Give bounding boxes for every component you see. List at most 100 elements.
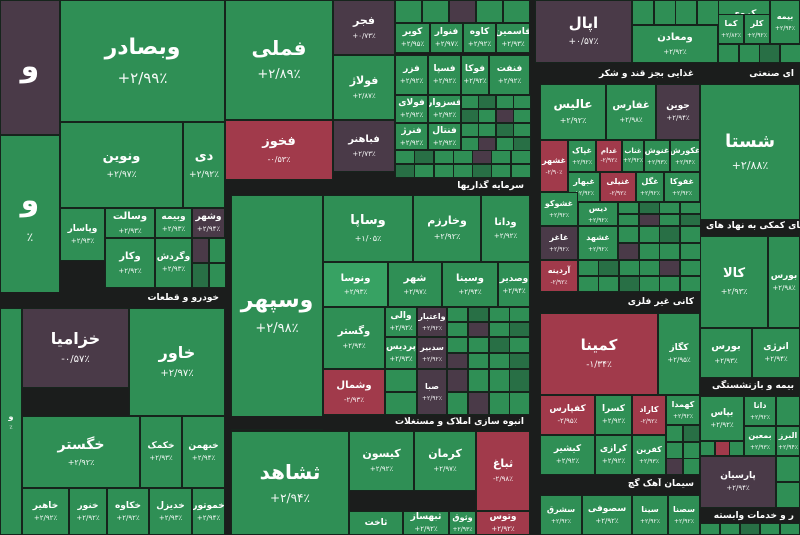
minor-stock-tile[interactable] [513,109,531,123]
stock-tile-gnab[interactable]: غناب +۲/۹۲٪ [622,140,644,172]
stock-tile-khzamia2[interactable]: خدیزل +۲/۹۳٪ [149,488,192,535]
stock-tile-vkharazm[interactable]: وخارزم +۲/۹۲٪ [413,195,481,262]
minor-stock-tile[interactable] [639,243,660,260]
minor-stock-tile[interactable] [395,0,422,23]
stock-tile-kala[interactable]: کالا +۲/۹۳٪ [700,236,768,328]
stock-tile-vpasar[interactable]: وپاسار +۲/۹۳٪ [60,208,105,261]
minor-stock-tile[interactable] [659,276,680,292]
stock-tile-ghshahd[interactable]: غشهد +۲/۹۲٪ [578,226,618,260]
stock-tile-fnoor[interactable]: فنفت +۲/۹۲٪ [489,55,530,95]
stock-tile-khavar[interactable]: خاور +۲/۹۷٪ [129,308,225,416]
minor-stock-tile[interactable] [683,458,700,475]
stock-tile-fzar[interactable]: فزر +۲/۹۲٪ [395,55,428,95]
stock-tile-ghshahr[interactable]: غشهر -۲/۹۰٪ [540,140,568,192]
stock-tile-dsr[interactable]: دیس +۲/۹۲٪ [578,202,618,226]
minor-stock-tile[interactable] [680,243,701,260]
minor-stock-tile[interactable] [740,523,760,535]
stock-tile-arzesh[interactable]: انرژی +۲/۹۴٪ [752,328,800,378]
minor-stock-tile[interactable] [468,392,489,415]
stock-tile-kahmada[interactable]: کهمدا +۲/۹۲٪ [666,395,700,425]
minor-stock-tile[interactable] [447,392,468,415]
minor-stock-tile[interactable] [209,238,226,263]
minor-stock-tile[interactable] [666,458,683,475]
minor-stock-tile[interactable] [659,214,680,226]
minor-stock-tile[interactable] [659,243,680,260]
stock-tile-ghfares[interactable]: غفارس +۲/۹۸٪ [606,84,656,140]
stock-tile-kehazi[interactable]: کفرین +۲/۹۳٪ [632,435,666,475]
minor-stock-tile[interactable] [468,337,489,353]
minor-stock-tile[interactable] [697,0,719,25]
minor-stock-tile[interactable] [449,0,476,23]
minor-stock-tile[interactable] [422,0,449,23]
stock-tile-edge_left[interactable]: و ٪ [0,308,22,535]
minor-stock-tile[interactable] [639,226,660,243]
minor-stock-tile[interactable] [478,109,496,123]
minor-stock-tile[interactable] [461,123,479,137]
stock-tile-vsadid[interactable]: وصدیر +۲/۹۴٪ [498,262,530,307]
stock-tile-fkhaz[interactable]: فسزوار +۲/۹۲٪ [428,95,461,123]
minor-stock-tile[interactable] [715,441,730,456]
minor-stock-tile[interactable] [395,164,415,178]
stock-tile-mvista[interactable]: وثوق +۲/۹۳٪ [449,511,476,535]
stock-tile-kegaz[interactable]: کگاز +۲/۹۵٪ [658,313,700,395]
stock-tile-fsepa[interactable]: فسپا +۲/۹۲٪ [428,55,461,95]
minor-stock-tile[interactable] [680,226,701,243]
minor-stock-tile[interactable] [639,202,660,214]
minor-stock-tile[interactable] [632,0,654,25]
minor-stock-tile[interactable] [461,95,479,109]
minor-stock-tile[interactable] [639,276,660,292]
stock-tile-vgardesh[interactable]: وگردش +۲/۹۳٪ [155,238,192,288]
minor-stock-tile[interactable] [700,441,715,456]
stock-tile-khmohore[interactable]: خموتور +۲/۹۴٪ [192,488,225,535]
minor-stock-tile[interactable] [489,369,510,392]
minor-stock-tile[interactable] [385,392,417,415]
stock-tile-sesna[interactable]: سصنا +۲/۹۲٪ [668,495,700,535]
minor-stock-tile[interactable] [513,95,531,109]
stock-tile-vshemal[interactable]: وشمال -۲/۹۳٪ [323,369,385,415]
minor-stock-tile[interactable] [683,425,700,442]
stock-tile-folad[interactable]: فولاژ +۲/۸۷٪ [333,55,395,120]
stock-tile-kamina[interactable]: کمینا -۱/۳۴٪ [540,313,658,395]
minor-stock-tile[interactable] [503,0,530,23]
stock-tile-fbahonar[interactable]: فباهنر +۲/۷۳٪ [333,120,395,172]
minor-stock-tile[interactable] [780,44,800,63]
stock-tile-dana[interactable]: دانا +۲/۹۲٪ [744,396,776,426]
stock-tile-ssina[interactable]: سینا +۲/۹۲٪ [632,495,668,535]
stock-tile-fajr[interactable]: فجر +۰/۷۳٪ [333,0,395,55]
stock-tile-khkomak[interactable]: خکمک +۲/۹۳٪ [140,416,182,488]
minor-stock-tile[interactable] [618,243,639,260]
minor-stock-tile[interactable] [447,322,468,337]
stock-tile-azardine[interactable]: آردینه -۲/۹۲٪ [540,260,578,292]
stock-tile-kama[interactable]: کما +۲/۸۲٪ [718,14,744,44]
minor-stock-tile[interactable] [776,482,800,508]
stock-tile-sadir[interactable]: سدبیر +۲/۹۲٪ [417,337,447,369]
stock-tile-bors2[interactable]: بورس +۲/۹۸٪ [768,236,800,328]
minor-stock-tile[interactable] [395,150,415,164]
minor-stock-tile[interactable] [496,95,514,109]
minor-stock-tile[interactable] [447,337,468,353]
stock-tile-fokar[interactable]: فوکا +۲/۹۲٪ [461,55,489,95]
minor-stock-tile[interactable] [619,276,640,292]
stock-tile-vetebar[interactable]: واعتبار +۲/۹۲٪ [417,307,447,337]
minor-stock-tile[interactable] [618,226,639,243]
minor-stock-tile[interactable] [511,150,531,164]
stock-tile-kesra[interactable]: کسرا +۲/۹۲٪ [595,395,632,435]
stock-tile-shasta[interactable]: شستا +۲/۸۸٪ [700,84,800,220]
stock-tile-kerazi[interactable]: کرازی +۲/۹۲٪ [595,435,632,475]
minor-stock-tile[interactable] [447,353,468,369]
minor-stock-tile[interactable] [453,150,473,164]
minor-stock-tile[interactable] [192,238,209,263]
minor-stock-tile[interactable] [680,260,701,276]
minor-stock-tile[interactable] [468,322,489,337]
stock-tile-fantal[interactable]: فنتال +۲/۹۲٪ [428,123,461,150]
minor-stock-tile[interactable] [509,322,530,337]
stock-tile-ghaghr[interactable]: غاغر +۲/۹۲٪ [540,226,578,260]
stock-tile-smesfahan[interactable]: سصوفی +۲/۹۲٪ [582,495,632,535]
stock-tile-vbimeh[interactable]: وبیمه +۲/۹۳٪ [155,208,192,238]
stock-tile-lvanz[interactable]: وتوس +۲/۹۲٪ [476,511,530,535]
stock-tile-tabagh2[interactable]: ثاخت [349,511,403,535]
minor-stock-tile[interactable] [578,276,599,292]
minor-stock-tile[interactable] [476,0,503,23]
minor-stock-tile[interactable] [509,337,530,353]
minor-stock-tile[interactable] [509,307,530,322]
